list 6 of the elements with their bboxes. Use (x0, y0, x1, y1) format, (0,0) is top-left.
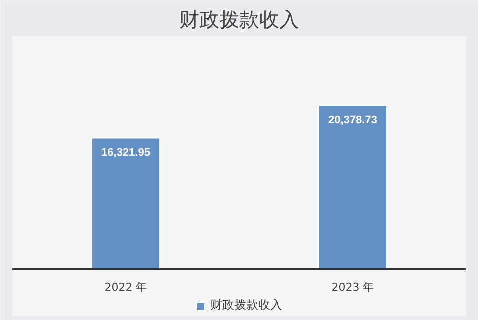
legend-label: 财政拨款收入 (210, 297, 282, 314)
x-tick-label: 2023 年 (332, 280, 374, 294)
data-label: 16,321.95 (102, 147, 150, 160)
chart-title: 财政拨款收入 (180, 8, 300, 32)
x-tick-label: 2022 年 (104, 280, 148, 294)
data-label: 20,378.73 (328, 114, 378, 127)
